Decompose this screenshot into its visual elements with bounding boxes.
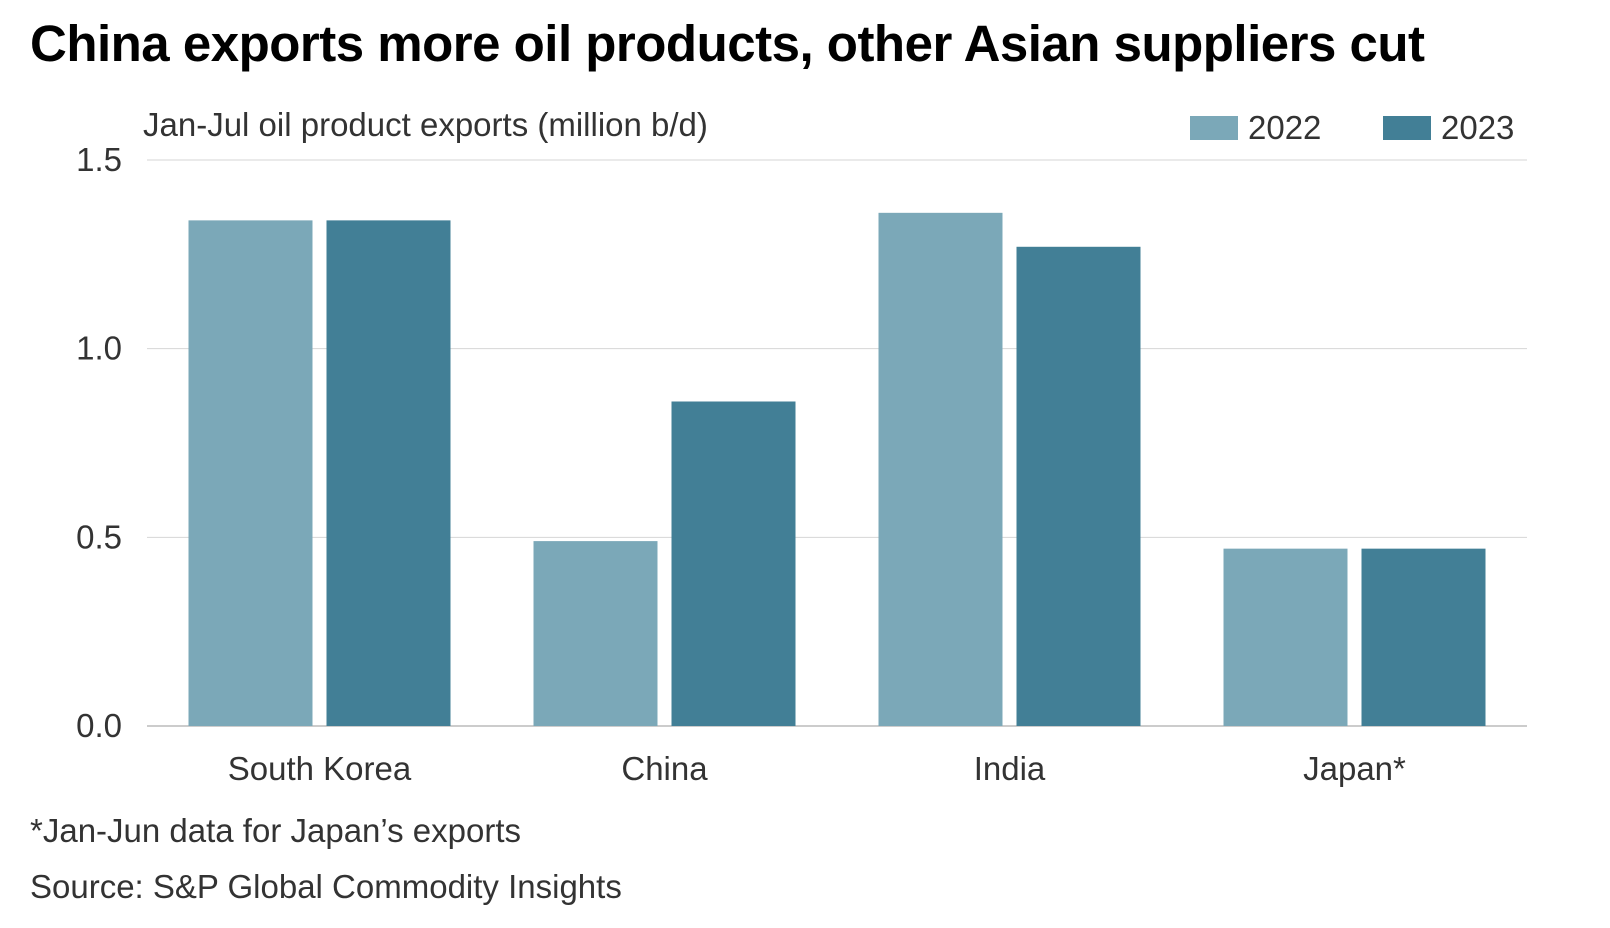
bar-china-2022 (533, 541, 658, 726)
bar-india-2022 (878, 212, 1003, 726)
x-tick-label: India (974, 750, 1046, 787)
legend: 2022 2023 (1190, 109, 1514, 146)
chart-title: China exports more oil products, other A… (30, 15, 1425, 72)
bar-south-korea-2022 (188, 220, 313, 726)
x-tick-label: China (621, 750, 708, 787)
source-note: Source: S&P Global Commodity Insights (30, 868, 622, 905)
bar-japan-2023 (1361, 548, 1486, 726)
bar-india-2023 (1016, 246, 1141, 726)
y-axis-label: Jan-Jul oil product exports (million b/d… (143, 106, 708, 143)
x-tick-label: Japan* (1303, 750, 1406, 787)
bar-japan-2022 (1223, 548, 1348, 726)
legend-swatch-2023 (1383, 116, 1431, 140)
y-tick-label: 0.0 (76, 707, 122, 744)
x-axis-ticks: South Korea China India Japan* (228, 750, 1406, 787)
y-axis-ticks: 0.0 0.5 1.0 1.5 (76, 141, 122, 744)
bar-china-2023 (671, 401, 796, 726)
bar-chart: Jan-Jul oil product exports (million b/d… (76, 106, 1527, 787)
x-tick-label: South Korea (228, 750, 412, 787)
footnote: *Jan-Jun data for Japan’s exports (30, 812, 522, 849)
y-tick-label: 1.5 (76, 141, 122, 178)
y-tick-label: 1.0 (76, 330, 122, 367)
legend-label-2023: 2023 (1441, 109, 1514, 146)
bars (188, 212, 1486, 726)
legend-swatch-2022 (1190, 116, 1238, 140)
bar-south-korea-2023 (326, 220, 451, 726)
legend-label-2022: 2022 (1248, 109, 1321, 146)
y-tick-label: 0.5 (76, 518, 122, 555)
